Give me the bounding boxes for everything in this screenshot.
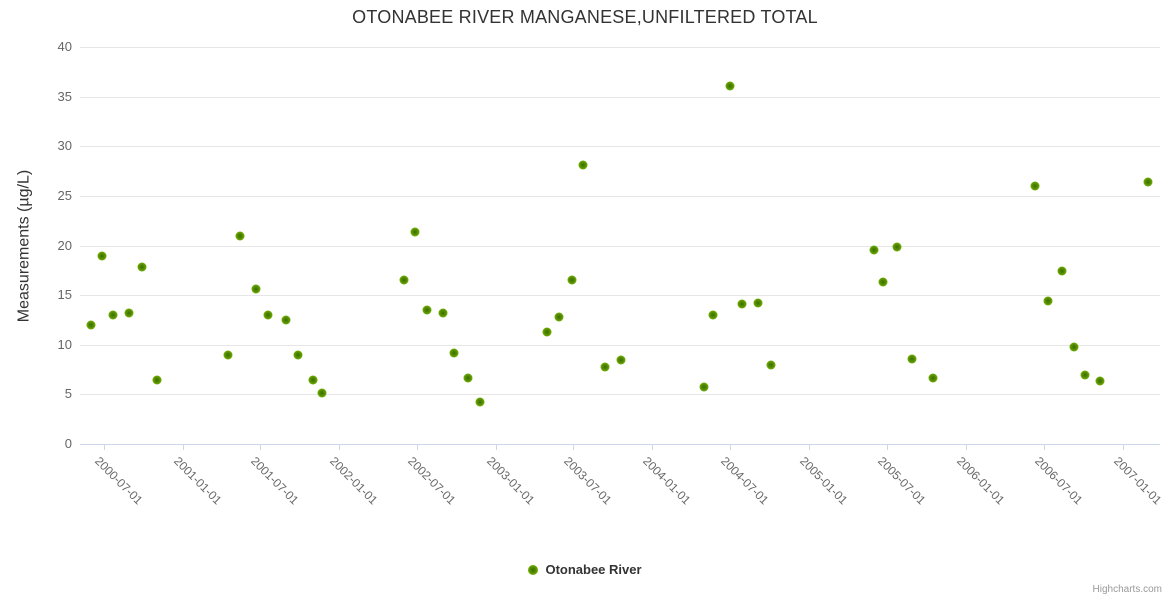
data-point[interactable] <box>124 308 134 318</box>
data-point[interactable] <box>97 251 107 261</box>
x-axis-label-2003-01-01: 2003-01-01 <box>483 454 538 508</box>
y-axis-label-0: 0 <box>64 436 72 451</box>
gridline-y-40 <box>80 47 1160 48</box>
data-point[interactable] <box>878 277 888 287</box>
data-point[interactable] <box>616 355 626 365</box>
data-point[interactable] <box>308 375 318 385</box>
x-axis-label-2001-01-01: 2001-01-01 <box>170 454 224 508</box>
data-point[interactable] <box>578 160 588 170</box>
x-axis-label-2001-07-01: 2001-07-01 <box>248 454 302 508</box>
x-tick-2007-01-01 <box>1122 444 1124 450</box>
data-point[interactable] <box>317 388 327 398</box>
data-point[interactable] <box>928 373 938 382</box>
data-point[interactable] <box>737 299 747 309</box>
data-point[interactable] <box>753 298 763 308</box>
y-axis-label-30: 30 <box>57 138 72 154</box>
chart-title: OTONABEE RIVER MANGANESE,UNFILTERED TOTA… <box>352 7 818 27</box>
data-point[interactable] <box>766 360 776 370</box>
data-point[interactable] <box>725 81 735 91</box>
x-axis-label-2004-07-01: 2004-07-01 <box>718 454 772 508</box>
x-axis-label-2003-07-01: 2003-07-01 <box>561 454 615 508</box>
data-point[interactable] <box>567 275 577 285</box>
x-tick-2003-01-01 <box>495 444 497 450</box>
legend: Otonabee River <box>0 562 1170 577</box>
x-tick-2003-07-01 <box>573 444 575 450</box>
x-axis-line <box>80 444 1160 445</box>
data-point[interactable] <box>475 397 485 407</box>
y-axis-label-10: 10 <box>57 336 72 352</box>
y-axis-label-20: 20 <box>57 237 72 253</box>
x-axis-label-2006-01-01: 2006-01-01 <box>954 454 1008 508</box>
data-point[interactable] <box>1030 181 1040 191</box>
x-tick-2006-01-01 <box>966 444 968 450</box>
data-point[interactable] <box>293 350 303 360</box>
data-point[interactable] <box>600 362 610 372</box>
x-tick-2005-01-01 <box>809 444 811 450</box>
data-point[interactable] <box>1143 177 1153 187</box>
x-axis-label-2002-01-01: 2002-01-01 <box>327 454 381 508</box>
data-point[interactable] <box>108 310 118 320</box>
data-point[interactable] <box>438 308 448 318</box>
gridline-y-30 <box>80 146 1160 148</box>
x-axis-label-2006-07-01: 2006-07-01 <box>1031 454 1086 508</box>
data-point[interactable] <box>137 262 147 272</box>
gridline-y-35 <box>80 96 1160 98</box>
gridline-y-10 <box>80 344 1160 346</box>
data-point[interactable] <box>542 327 552 337</box>
x-tick-2006-07-01 <box>1043 444 1045 450</box>
x-tick-2000-07-01 <box>103 444 105 450</box>
data-point[interactable] <box>869 245 879 255</box>
x-tick-2004-01-01 <box>652 444 654 450</box>
x-tick-2002-01-01 <box>339 444 341 450</box>
gridline-y-25 <box>80 195 1160 197</box>
data-point[interactable] <box>892 242 902 252</box>
x-axis-label-2007-01-01: 2007-01-01 <box>1110 454 1165 508</box>
y-axis-label-15: 15 <box>57 287 72 303</box>
data-point[interactable] <box>1095 376 1105 386</box>
data-point[interactable] <box>86 320 96 330</box>
data-point[interactable] <box>399 275 409 285</box>
data-point[interactable] <box>263 310 273 320</box>
data-point[interactable] <box>223 350 233 360</box>
gridline-y-15 <box>80 295 1160 297</box>
legend-item-otonabee-river[interactable]: Otonabee River <box>528 562 642 577</box>
data-point[interactable] <box>463 373 473 382</box>
gridline-y-5 <box>80 394 1160 396</box>
data-point[interactable] <box>708 310 718 320</box>
x-axis-label-2000-07-01: 2000-07-01 <box>91 454 146 508</box>
x-tick-2002-07-01 <box>416 444 418 450</box>
data-point[interactable] <box>699 382 709 392</box>
data-point[interactable] <box>907 354 917 364</box>
data-point[interactable] <box>251 284 261 294</box>
highcharts-credits-link[interactable]: Highcharts.com <box>1092 584 1162 595</box>
data-point[interactable] <box>554 312 564 322</box>
data-point[interactable] <box>410 227 420 237</box>
y-axis-label-25: 25 <box>57 187 72 203</box>
data-point[interactable] <box>281 315 291 325</box>
y-axis-label-40: 40 <box>57 39 72 54</box>
data-point[interactable] <box>1069 342 1079 352</box>
data-point[interactable] <box>422 305 432 315</box>
legend-marker-icon <box>528 564 539 575</box>
data-point[interactable] <box>152 375 162 385</box>
x-axis-label-2005-01-01: 2005-01-01 <box>797 454 851 508</box>
x-tick-2001-07-01 <box>260 444 262 450</box>
x-axis-label-2004-01-01: 2004-01-01 <box>640 454 694 508</box>
x-axis-label-2002-07-01: 2002-07-01 <box>404 454 459 508</box>
plot-area <box>80 47 1160 445</box>
data-point[interactable] <box>1057 266 1067 276</box>
data-point[interactable] <box>449 348 459 358</box>
data-point[interactable] <box>1043 296 1053 306</box>
legend-label: Otonabee River <box>545 562 642 577</box>
x-tick-2001-01-01 <box>182 444 184 450</box>
y-axis-label-35: 35 <box>57 88 72 104</box>
gridline-y-20 <box>80 245 1160 247</box>
x-tick-2004-07-01 <box>730 444 732 450</box>
data-point[interactable] <box>235 231 245 241</box>
y-axis-label-5: 5 <box>64 386 72 402</box>
data-point[interactable] <box>1080 370 1090 380</box>
x-tick-2005-07-01 <box>887 444 889 450</box>
x-axis-label-2005-07-01: 2005-07-01 <box>875 454 929 508</box>
